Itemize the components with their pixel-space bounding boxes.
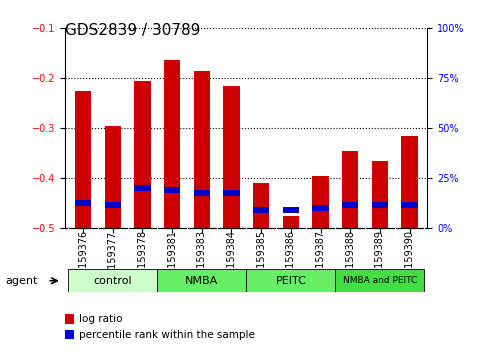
Text: GSM159386: GSM159386 [286, 230, 296, 289]
Text: GSM159385: GSM159385 [256, 230, 266, 290]
Bar [194, 190, 210, 196]
Bar [164, 60, 180, 228]
Text: PEITC: PEITC [275, 275, 306, 286]
Bar [372, 161, 388, 228]
Text: GSM159378: GSM159378 [137, 230, 147, 290]
Bar [283, 216, 299, 228]
Bar [253, 207, 270, 213]
Text: GDS2839 / 30789: GDS2839 / 30789 [65, 23, 200, 38]
Text: control: control [93, 275, 132, 286]
Bar [401, 202, 418, 208]
Bar [104, 202, 121, 208]
Bar [335, 269, 425, 292]
Bar [157, 269, 246, 292]
Text: GSM159383: GSM159383 [197, 230, 207, 289]
Text: percentile rank within the sample: percentile rank within the sample [79, 330, 255, 339]
Bar [372, 202, 388, 208]
Bar [75, 91, 91, 228]
Bar [313, 205, 329, 211]
Text: agent: agent [6, 276, 38, 286]
Bar [134, 185, 151, 191]
Bar [283, 207, 299, 213]
Bar [134, 81, 151, 228]
Bar [313, 176, 329, 228]
Text: GSM159381: GSM159381 [167, 230, 177, 289]
Text: GSM159390: GSM159390 [405, 230, 414, 289]
Text: GSM159387: GSM159387 [315, 230, 326, 290]
Bar [164, 187, 180, 193]
Bar [342, 202, 358, 208]
Bar [223, 190, 240, 196]
Text: NMBA: NMBA [185, 275, 218, 286]
Text: GSM159389: GSM159389 [375, 230, 385, 289]
Bar [342, 151, 358, 228]
Bar [223, 86, 240, 228]
Bar [253, 183, 270, 228]
Bar [104, 126, 121, 228]
Text: log ratio: log ratio [79, 314, 122, 324]
Text: NMBA and PEITC: NMBA and PEITC [343, 276, 417, 285]
Text: GSM159377: GSM159377 [108, 230, 118, 290]
Bar [246, 269, 335, 292]
Text: GSM159388: GSM159388 [345, 230, 355, 289]
Text: GSM159384: GSM159384 [227, 230, 237, 289]
Bar [68, 269, 157, 292]
Bar [75, 200, 91, 206]
Bar [401, 136, 418, 228]
Bar [194, 71, 210, 228]
Text: GSM159376: GSM159376 [78, 230, 88, 290]
